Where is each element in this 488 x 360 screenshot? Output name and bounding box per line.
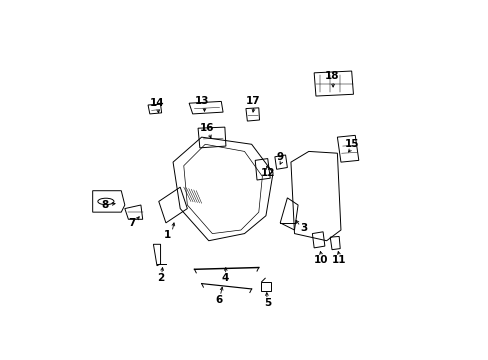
Text: 15: 15 [344, 139, 358, 149]
Text: 12: 12 [260, 168, 274, 178]
Text: 6: 6 [215, 295, 223, 305]
Text: 18: 18 [324, 71, 339, 81]
Text: 9: 9 [276, 152, 283, 162]
Text: 5: 5 [264, 298, 271, 308]
Text: 17: 17 [245, 96, 260, 107]
Text: 7: 7 [128, 218, 135, 228]
Text: 10: 10 [313, 255, 328, 265]
Text: 8: 8 [102, 200, 109, 210]
Text: 3: 3 [299, 223, 306, 233]
Text: 14: 14 [149, 98, 164, 108]
Text: 16: 16 [199, 123, 214, 133]
Text: 2: 2 [157, 273, 164, 283]
Text: 11: 11 [331, 255, 346, 265]
Text: 13: 13 [194, 96, 208, 107]
Text: 1: 1 [164, 230, 171, 240]
Text: 4: 4 [221, 273, 228, 283]
